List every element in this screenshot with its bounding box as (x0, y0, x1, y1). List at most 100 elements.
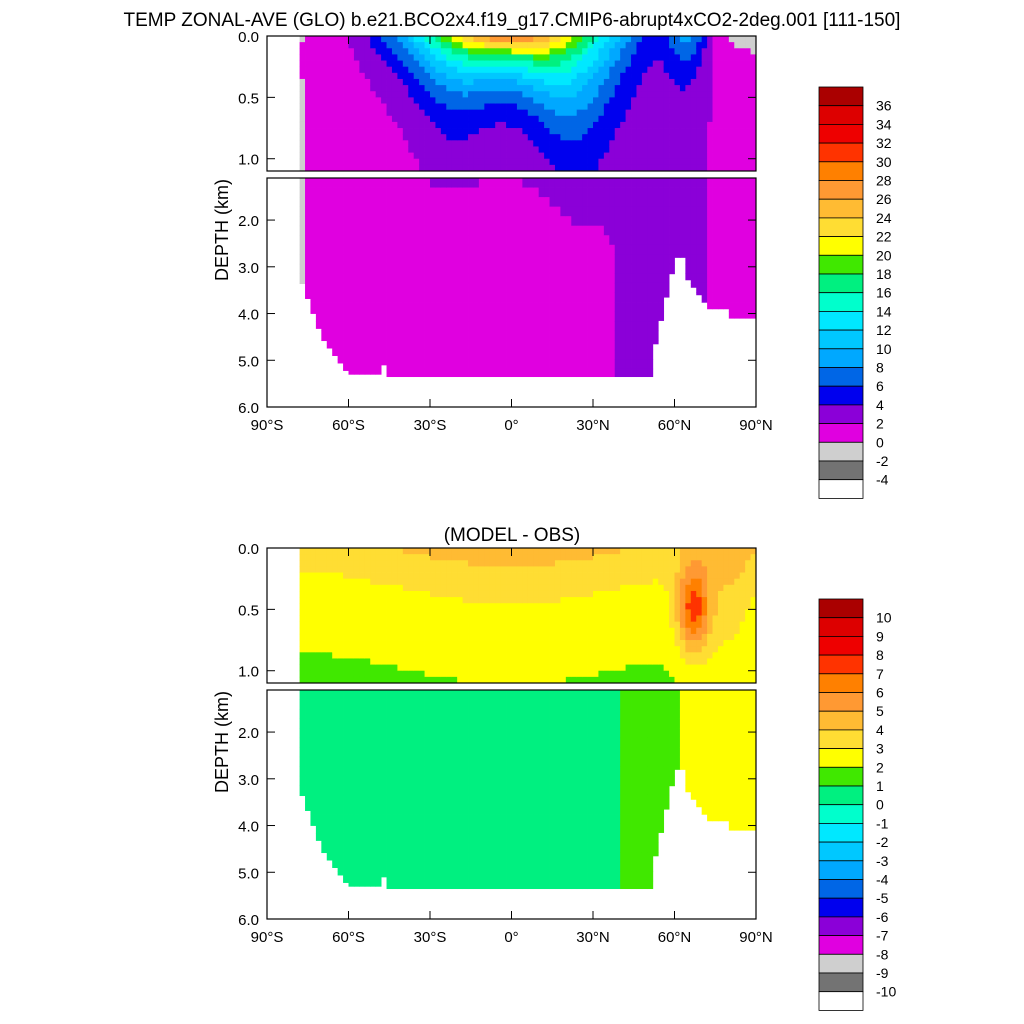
field-cell (495, 54, 502, 61)
field-cell (370, 852, 377, 863)
field-cell (381, 254, 387, 265)
field-cell (343, 66, 349, 74)
field-cell (614, 54, 621, 61)
field-cell (353, 633, 360, 641)
field-cell (571, 187, 578, 198)
field-cell (419, 640, 425, 647)
field-cell (364, 640, 371, 647)
field-cell (750, 273, 757, 284)
field-cell (723, 36, 730, 43)
field-cell (647, 206, 654, 217)
field-cell (468, 627, 474, 635)
field-cell (375, 633, 382, 641)
field-cell (413, 747, 420, 758)
field-cell (343, 330, 349, 341)
field-cell (511, 349, 518, 360)
field-cell (413, 349, 420, 360)
field-cell (337, 615, 344, 623)
field-cell (489, 206, 496, 217)
field-cell (451, 85, 458, 92)
field-cell (413, 664, 420, 672)
field-cell (430, 833, 436, 844)
field-cell (419, 140, 425, 147)
field-cell (370, 737, 377, 748)
field-cell (315, 235, 322, 246)
field-cell (359, 652, 366, 659)
field-cell (326, 85, 333, 92)
field-cell (353, 91, 360, 98)
field-cell (332, 36, 339, 43)
field-cell (707, 244, 713, 255)
field-cell (435, 861, 442, 872)
field-cell (484, 775, 491, 786)
field-cell (489, 292, 496, 303)
field-cell (408, 861, 415, 872)
field-cell (299, 244, 306, 255)
field-cell (391, 152, 398, 160)
field-cell (511, 121, 518, 129)
field-cell (516, 206, 523, 217)
field-cell (625, 254, 632, 265)
field-cell (522, 97, 529, 104)
field-cell (343, 244, 349, 255)
field-cell (674, 254, 681, 258)
field-cell (299, 775, 306, 786)
field-cell (663, 254, 670, 265)
field-cell (386, 103, 393, 111)
field-cell (598, 103, 605, 111)
field-cell (468, 560, 474, 567)
field-cell (359, 330, 366, 341)
field-cell (468, 78, 474, 86)
field-cell (750, 254, 757, 265)
field-cell (321, 121, 328, 129)
field-cell (745, 78, 751, 86)
field-cell (305, 566, 311, 573)
field-cell (462, 794, 469, 805)
field-cell (609, 321, 616, 332)
field-cell (636, 152, 643, 160)
field-cell (419, 842, 425, 853)
field-cell (750, 197, 757, 208)
field-cell (707, 140, 713, 147)
field-cell (631, 140, 637, 147)
field-cell (337, 775, 344, 786)
field-cell (375, 794, 382, 805)
field-cell (576, 140, 583, 147)
field-cell (440, 664, 447, 672)
y-tick-label: 1.0 (238, 152, 259, 169)
field-cell (359, 609, 366, 616)
field-cell (473, 368, 480, 378)
field-cell (343, 814, 349, 824)
field-cell (402, 670, 409, 678)
field-cell (473, 273, 480, 284)
field-cell (446, 652, 453, 659)
field-cell (343, 292, 349, 303)
field-cell (614, 359, 621, 370)
field-cell (310, 48, 317, 55)
field-cell (516, 216, 523, 227)
field-cell (299, 109, 306, 117)
field-cell (631, 349, 637, 360)
field-cell (435, 349, 442, 360)
field-cell (353, 235, 360, 246)
field-cell (745, 244, 751, 255)
field-cell (658, 254, 665, 265)
field-cell (636, 103, 643, 111)
field-cell (473, 48, 480, 55)
field-cell (343, 833, 349, 844)
field-cell (310, 78, 317, 86)
field-cell (305, 615, 311, 623)
field-cell (495, 254, 502, 265)
field-cell (391, 48, 398, 55)
field-cell (353, 103, 360, 111)
field-cell (397, 48, 404, 55)
field-cell (419, 368, 425, 378)
field-cell (370, 590, 377, 598)
field-cell (440, 804, 447, 815)
field-cell (489, 103, 496, 111)
field-cell (506, 225, 512, 236)
field-cell (397, 158, 404, 166)
field-cell (451, 670, 458, 678)
field-cell (636, 359, 643, 370)
field-cell (375, 566, 382, 573)
